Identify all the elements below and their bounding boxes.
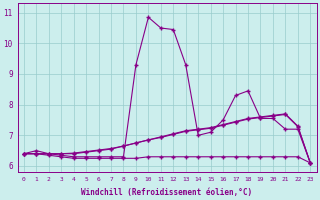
X-axis label: Windchill (Refroidissement éolien,°C): Windchill (Refroidissement éolien,°C) xyxy=(82,188,252,197)
